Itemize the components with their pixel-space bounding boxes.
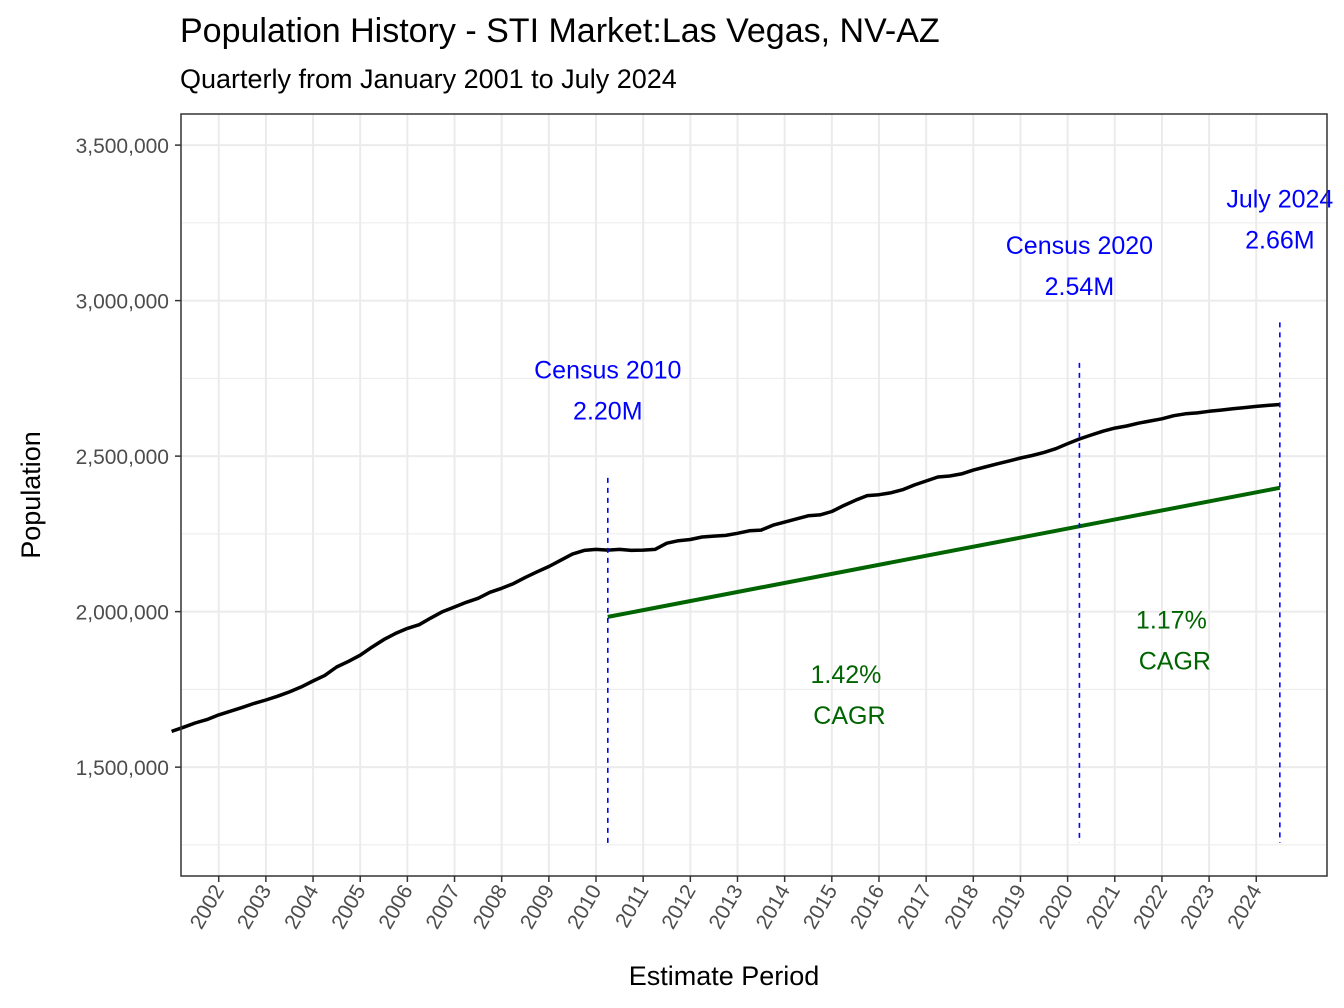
annotation-line: CAGR [1132,648,1211,676]
x-tick-label: 2007 [422,881,465,933]
y-tick-label: 3,500,000 [76,135,169,158]
annotation-line: Census 2010 [534,356,681,384]
x-tick-label: 2020 [1035,881,1078,933]
series-lines [171,402,1281,734]
x-tick-label: 2023 [1176,881,1219,933]
x-tick-label: 2002 [186,881,229,933]
x-tick-label: 2016 [846,881,889,933]
x-tick-label: 2019 [988,881,1031,933]
chart-title: Population History - STI Market:Las Vega… [180,12,940,50]
annotation-label: Census 2010 2.20M [534,356,681,425]
cagr-trend-line [607,485,1281,619]
x-tick-label: 2008 [469,881,512,933]
annotation-line: July 2024 [1226,185,1333,213]
chart-subtitle: Quarterly from January 2001 to July 2024 [180,64,677,94]
x-tick-label: 2018 [940,881,983,933]
annotation-label: July 2024 2.66M [1226,185,1333,254]
annotation-line: Census 2020 [1006,232,1153,260]
annotation-label: 1.42% CAGR [806,661,885,730]
x-axis-title: Estimate Period [629,961,820,991]
x-tick-label: 2021 [1082,881,1125,933]
x-tick-label: 2012 [657,881,700,933]
x-tick-label: 2011 [611,881,654,932]
y-tick-label: 3,000,000 [76,291,169,314]
annotation-line: 2.20M [573,397,642,425]
x-tick-label: 2024 [1223,881,1266,933]
grid-lines [181,114,1327,876]
x-tick-label: 2003 [233,881,276,933]
x-tick-label: 2015 [799,881,842,933]
x-tick-label: 2005 [327,881,370,933]
annotations: Census 2010 2.20M Census 2020 2.54M July 202… [534,185,1333,730]
x-tick-label: 2009 [516,881,559,933]
annotation-line: 2.66M [1245,226,1314,254]
x-tick-label: 2010 [563,881,606,933]
annotation-label: 1.17% CAGR [1132,607,1211,676]
annotation-line: CAGR [806,702,885,730]
annotation-line: 2.54M [1045,273,1114,301]
reference-lines [607,322,1281,843]
x-tick-label: 2004 [280,881,323,933]
plot-panel-border [180,113,1328,877]
x-tick-label: 2013 [705,881,748,933]
annotation-label: Census 2020 2.54M [1006,232,1153,301]
x-tick-label: 2014 [752,881,795,933]
y-axis-title: Population [16,431,46,559]
x-axis: 2002 2003 2004 2005 2006 2007 2008 2009 2010 2011… [186,876,1267,933]
population-series-line [171,402,1280,734]
annotation-line: 1.42% [811,661,882,689]
y-tick-label: 1,500,000 [76,757,169,780]
x-tick-label: 2017 [893,881,936,933]
y-tick-label: 2,000,000 [76,602,169,625]
annotation-line: 1.17% [1136,607,1207,635]
y-axis: 1,500,000 2,000,000 2,500,000 3,000,000 3,50… [76,135,181,780]
x-tick-label: 2022 [1129,881,1172,933]
x-tick-label: 2006 [374,881,417,933]
y-tick-label: 2,500,000 [76,446,169,469]
